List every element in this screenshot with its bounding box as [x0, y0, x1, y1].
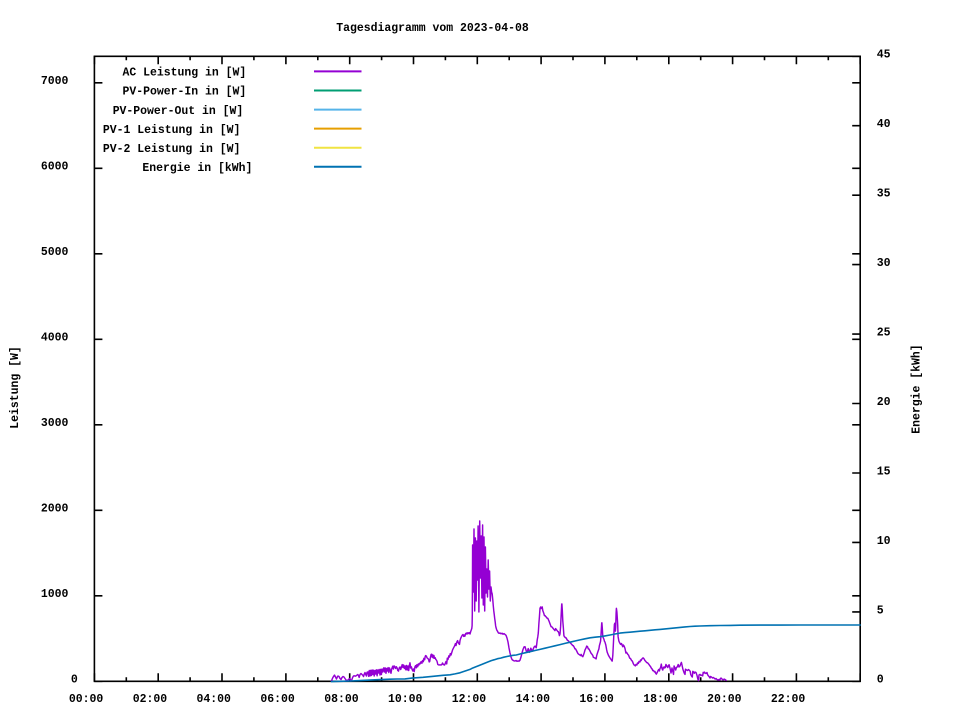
svg-text:Energie in [kWh]: Energie in [kWh] — [142, 161, 252, 175]
svg-text:Energie [kWh]: Energie [kWh] — [909, 344, 923, 433]
svg-text:5: 5 — [877, 603, 884, 617]
svg-text:04:00: 04:00 — [197, 692, 231, 706]
svg-text:12:00: 12:00 — [452, 692, 486, 706]
svg-text:Tagesdiagramm vom 2023-04-08: Tagesdiagramm vom 2023-04-08 — [336, 21, 529, 35]
svg-text:1000: 1000 — [41, 587, 69, 601]
svg-text:0: 0 — [71, 673, 78, 687]
svg-text:20:00: 20:00 — [707, 692, 741, 706]
svg-text:15: 15 — [877, 464, 891, 478]
svg-text:30: 30 — [877, 256, 891, 270]
svg-text:00:00: 00:00 — [69, 692, 103, 706]
svg-text:7000: 7000 — [41, 74, 69, 88]
svg-text:Leistung [W]: Leistung [W] — [8, 346, 22, 429]
svg-text:10:00: 10:00 — [388, 692, 422, 706]
svg-text:PV-2 Leistung in [W]: PV-2 Leistung in [W] — [103, 142, 241, 156]
svg-text:25: 25 — [877, 326, 891, 340]
svg-text:4000: 4000 — [41, 331, 69, 345]
svg-text:22:00: 22:00 — [771, 692, 805, 706]
svg-text:18:00: 18:00 — [643, 692, 677, 706]
svg-text:45: 45 — [877, 48, 891, 62]
svg-text:AC Leistung in [W]: AC Leistung in [W] — [123, 66, 247, 80]
svg-text:PV-Power-Out in [W]: PV-Power-Out in [W] — [113, 104, 244, 118]
svg-text:10: 10 — [877, 534, 891, 548]
svg-text:35: 35 — [877, 187, 891, 201]
svg-text:06:00: 06:00 — [260, 692, 294, 706]
svg-text:3000: 3000 — [41, 416, 69, 430]
svg-text:14:00: 14:00 — [516, 692, 550, 706]
svg-text:6000: 6000 — [41, 160, 69, 174]
svg-text:5000: 5000 — [41, 245, 69, 259]
svg-text:16:00: 16:00 — [579, 692, 613, 706]
svg-text:20: 20 — [877, 395, 891, 409]
svg-text:0: 0 — [877, 673, 884, 687]
svg-text:2000: 2000 — [41, 502, 69, 516]
svg-text:40: 40 — [877, 117, 891, 131]
svg-text:02:00: 02:00 — [133, 692, 167, 706]
svg-text:08:00: 08:00 — [324, 692, 358, 706]
svg-text:PV-Power-In in [W]: PV-Power-In in [W] — [123, 85, 247, 99]
svg-text:PV-1 Leistung in [W]: PV-1 Leistung in [W] — [103, 123, 241, 137]
